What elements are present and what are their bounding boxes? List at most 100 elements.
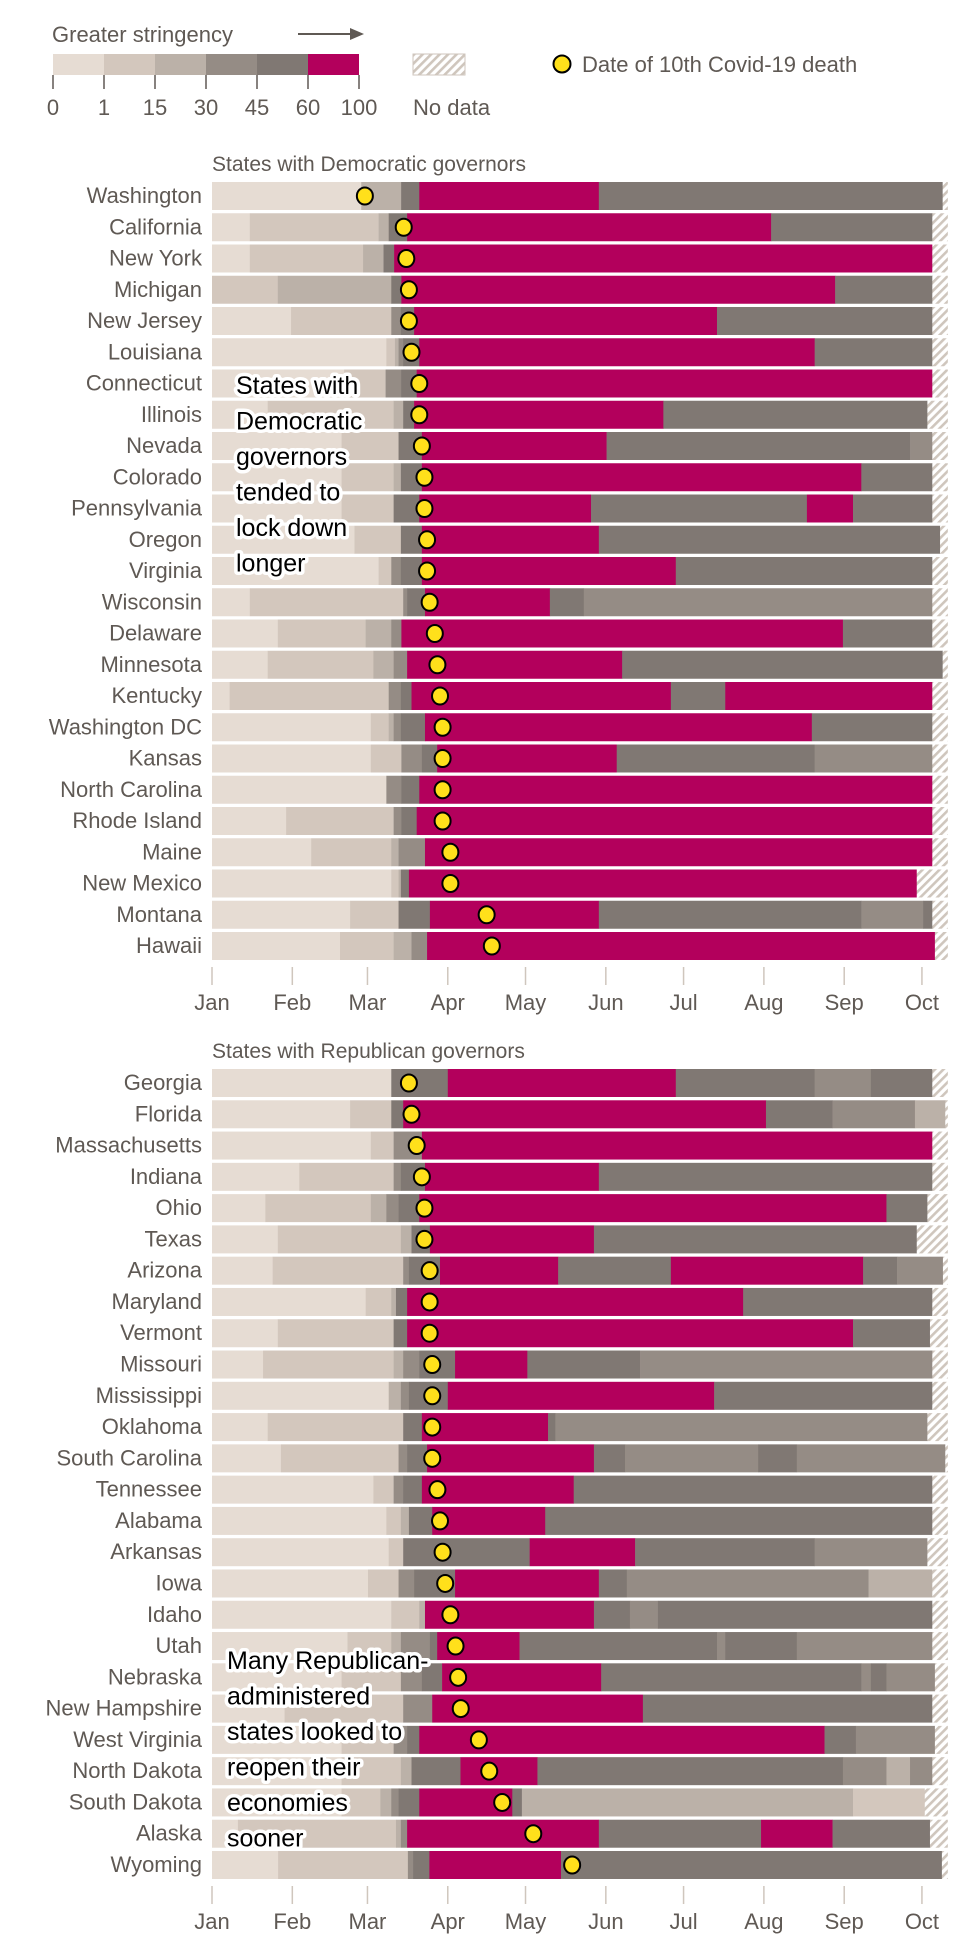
stringency-band-3 [388,682,402,710]
stringency-band-4 [870,1069,933,1097]
stringency-band-3 [861,1663,872,1692]
stringency-band-4 [519,1632,718,1661]
stringency-band-3 [629,1600,659,1629]
no-data-band [932,1287,948,1316]
stringency-band-2 [419,1600,426,1629]
no-data-band [932,775,948,804]
stringency-band-5 [427,932,936,960]
stringency-band-0 [212,1663,342,1692]
stringency-band-0 [212,1287,366,1316]
stringency-band-1 [370,744,402,773]
state-label: Wyoming [111,1852,203,1877]
no-data-band [932,807,948,835]
stringency-band-4 [811,713,933,742]
state-row: Missouri [120,1350,948,1379]
tenth-death-dot [420,1323,439,1343]
tenth-death-dot [433,749,452,768]
state-row: North Dakota [72,1757,948,1786]
stringency-band-4 [593,1225,918,1254]
stringency-band-1 [341,463,394,492]
stringency-band-0 [212,1819,239,1848]
annotation-line: Many Republican- [227,1647,429,1675]
stringency-band-5 [424,588,551,617]
stringency-band-3 [393,1475,404,1504]
tenth-death-dot [399,311,418,331]
republican-panel: States with Republican governors Georgia F… [46,1040,948,1934]
state-row: North Carolina [60,775,948,804]
state-row: Louisiana [108,338,948,367]
stringency-band-3 [855,1725,936,1754]
tenth-death-dot [415,1229,434,1249]
stringency-band-4 [545,1506,933,1535]
tenth-death-dot [423,1355,442,1375]
stringency-band-5 [447,1381,715,1410]
stringency-band-1 [237,1819,397,1848]
state-row: New Jersey [87,307,948,335]
tenth-death-dot [420,592,439,612]
no-data-band [934,1663,948,1692]
no-data-band [934,1725,948,1754]
stringency-band-5 [460,1757,538,1786]
stringency-band-1 [341,1757,402,1786]
stringency-band-2 [393,463,402,492]
tenth-death-dot [493,1792,512,1812]
no-data-band [932,1162,948,1191]
state-label: Oregon [129,527,202,552]
stringency-band-0 [212,1757,342,1786]
x-tick-label: Jun [588,1909,623,1934]
no-data-band [942,182,948,210]
stringency-band-4 [403,1475,423,1504]
state-row: Ohio [156,1194,948,1223]
tenth-death-dot [418,561,437,581]
stringency-band-3 [832,1100,916,1129]
stringency-band-2 [378,213,390,242]
tenth-death-dot [441,1605,460,1625]
tenth-death-dot [410,374,429,393]
state-row: Arizona [127,1256,948,1285]
state-label: Texas [145,1226,202,1251]
no-data-band [932,432,948,460]
no-data-band [927,1538,948,1567]
stringency-band-3 [842,1757,887,1786]
stringency-band-5 [427,1444,595,1473]
stringency-band-0 [212,244,251,273]
stringency-band-0 [212,338,387,367]
stringency-band-4 [670,682,726,710]
stringency-band-1 [341,1663,402,1692]
state-label: Missouri [120,1352,202,1377]
stringency-band-1 [341,1725,394,1754]
stringency-band-1 [373,1475,394,1504]
stringency-band-4 [527,1350,641,1379]
state-label: Michigan [114,277,202,302]
stringency-band-4 [725,1632,798,1661]
no-data-band [941,1851,948,1879]
state-row: Washington [87,182,948,210]
x-tick-label: Mar [349,1909,387,1934]
stringency-band-3 [814,1538,928,1567]
stringency-band-5 [419,182,600,210]
stringency-band-3 [626,1569,869,1598]
stringency-band-3 [400,1381,410,1410]
state-label: Kansas [129,746,202,771]
tenth-death-dot [563,1855,582,1875]
state-row: Virginia [129,557,948,585]
no-data-band [932,744,948,773]
stringency-band-3 [403,1350,420,1379]
state-label: Georgia [124,1070,203,1095]
state-label: Washington [87,183,202,208]
no-data-band [940,525,948,554]
stringency-band-2 [395,1819,402,1848]
stringency-band-0 [212,494,342,523]
stringency-band-1 [388,1538,404,1567]
x-tick-label: Sep [825,990,864,1015]
stringency-band-4 [923,900,933,929]
stringency-band-1 [249,213,379,242]
stringency-band-3 [393,1162,402,1191]
stringency-band-1 [344,369,386,398]
stringency-band-1 [249,244,364,273]
no-data-band [927,400,948,429]
stringency-band-0 [212,1162,300,1191]
state-row: Kansas [129,744,948,773]
stringency-band-5 [761,1819,833,1848]
tenth-death-dot [446,1636,465,1656]
